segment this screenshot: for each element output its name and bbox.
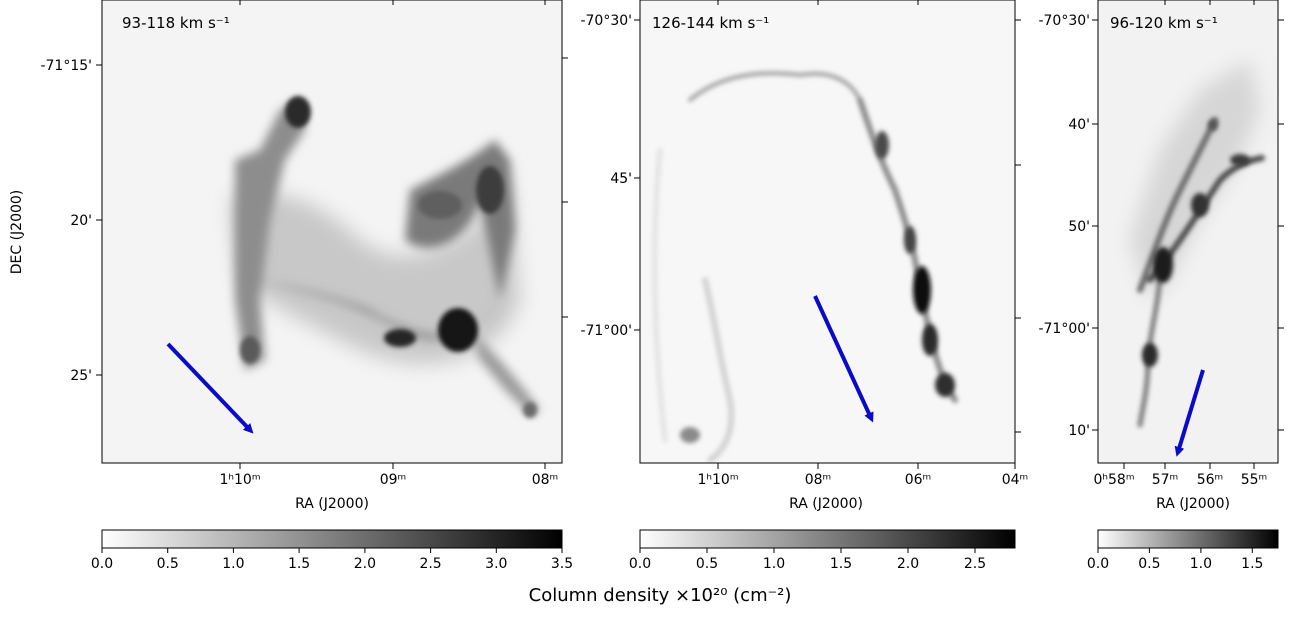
panel-1-arrow [166,342,254,434]
cbar1-tick-7: 3.5 [551,556,573,572]
panel-1: 93-118 km s⁻¹ -71°15' 20' 25' 1ʰ10ᵐ 09ᵐ … [9,0,573,572]
cbar1-tick-2: 1.0 [222,556,244,572]
panel-2-xtick-3: 04ᵐ [1002,472,1029,488]
cbar2-tick-2: 1.0 [763,556,785,572]
cbar3-tick-1: 0.5 [1138,556,1160,572]
cbar3-tick-2: 1.0 [1190,556,1212,572]
cbar1-tick-3: 1.5 [288,556,310,572]
panel-1-y-ticks: -71°15' 20' 25' [40,58,102,384]
cbar2-tick-4: 2.0 [897,556,919,572]
panel-1-xlabel: RA (J2000) [295,496,369,512]
panel-3-xtick-3: 55ᵐ [1241,472,1268,488]
panel-1-xtick-1: 09ᵐ [380,472,407,488]
panel-2-image-background [640,0,1015,463]
panel-3-ytick-0: -70°30' [1038,13,1090,29]
cbar1-tick-1: 0.5 [157,556,179,572]
panel-2-x-ticks: 1ʰ10ᵐ 08ᵐ 06ᵐ 04ᵐ [697,463,1028,488]
cbar2-tick-1: 0.5 [696,556,718,572]
panel-3-ytick-3: -71°00' [1038,321,1090,337]
colorbar-3-gradient [1097,529,1279,549]
colorbar-2-gradient [639,529,1016,549]
cbar1-tick-5: 2.5 [419,556,441,572]
panel-3-frame [1097,0,1279,464]
panel-2-xlabel: RA (J2000) [789,496,863,512]
panel-2: 126-144 km s⁻¹ -70°30' 45' -71°00' 1ʰ10ᵐ… [562,0,1028,572]
panel-2-ytick-1: 45' [610,171,632,187]
panel-3-xtick-2: 56ᵐ [1197,472,1224,488]
colorbar-1: 0.0 0.5 1.0 1.5 2.0 2.5 3.0 3.5 [91,529,573,572]
panel-2-frame [639,0,1016,464]
panel-3-ytick-4: 10' [1068,423,1090,439]
panel-2-xtick-1: 08ᵐ [805,472,832,488]
panel-1-ytick-1: 20' [70,213,92,229]
colorbar-1-ticks: 0.0 0.5 1.0 1.5 2.0 2.5 3.0 3.5 [91,548,573,572]
cbar1-tick-0: 0.0 [91,556,113,572]
colorbar-2: 0.0 0.5 1.0 1.5 2.0 2.5 [629,529,1016,572]
panel-3-y-ticks: -70°30' 40' 50' -71°00' 10' [1015,13,1284,439]
colorbar-3-ticks: 0.0 0.5 1.0 1.5 [1087,548,1263,572]
panel-3-xlabel: RA (J2000) [1156,496,1230,512]
colorbar-1-gradient [101,529,563,549]
colorbar-3: 0.0 0.5 1.0 1.5 [1087,529,1279,572]
cbar3-tick-3: 1.5 [1241,556,1263,572]
panel-1-xtick-0: 1ʰ10ᵐ [219,472,260,488]
panel-2-ytick-0: -70°30' [580,13,632,29]
panel-3: 96-120 km s⁻¹ -70°30' 40' 50' -71°00' 10… [1015,0,1284,572]
cbar2-tick-0: 0.0 [629,556,651,572]
colorbar-label: Column density ×10²⁰ (cm⁻²) [529,585,792,606]
top-tick-marks [239,0,1255,5]
panel-2-arrow [813,295,874,423]
panel-2-y-ticks: -70°30' 45' -71°00' [562,13,640,339]
panel-2-emission [652,71,958,463]
panel-3-xtick-0: 0ʰ58ᵐ [1093,472,1134,488]
cbar1-tick-6: 3.0 [485,556,507,572]
panel-1-xtick-2: 08ᵐ [532,472,559,488]
cbar2-tick-5: 2.5 [964,556,986,572]
panel-1-ytick-2: 25' [70,368,92,384]
panel-3-ytick-2: 50' [1068,219,1090,235]
panel-3-arrow [1174,369,1205,457]
cbar2-tick-3: 1.5 [830,556,852,572]
panel-1-ytick-0: -71°15' [40,58,92,74]
panel-3-emission [1130,60,1265,428]
panel-1-emission [230,96,540,418]
panel-3-label: 96-120 km s⁻¹ [1110,14,1218,32]
panel-3-x-ticks: 0ʰ58ᵐ 57ᵐ 56ᵐ 55ᵐ [1093,463,1267,488]
panel-2-label: 126-144 km s⁻¹ [652,14,769,32]
panel-1-frame [101,0,563,464]
panel-1-x-ticks: 1ʰ10ᵐ 09ᵐ 08ᵐ [219,463,558,488]
panel-2-xtick-0: 1ʰ10ᵐ [697,472,738,488]
panel-1-ylabel: DEC (J2000) [9,190,25,275]
panel-3-ytick-1: 40' [1068,117,1090,133]
panel-3-xtick-1: 57ᵐ [1152,472,1179,488]
cbar3-tick-0: 0.0 [1087,556,1109,572]
panel-1-label: 93-118 km s⁻¹ [122,14,230,32]
panel-2-ytick-2: -71°00' [580,323,632,339]
colorbar-2-ticks: 0.0 0.5 1.0 1.5 2.0 2.5 [629,548,986,572]
panel-2-xtick-2: 06ᵐ [905,472,932,488]
cbar1-tick-4: 2.0 [354,556,376,572]
